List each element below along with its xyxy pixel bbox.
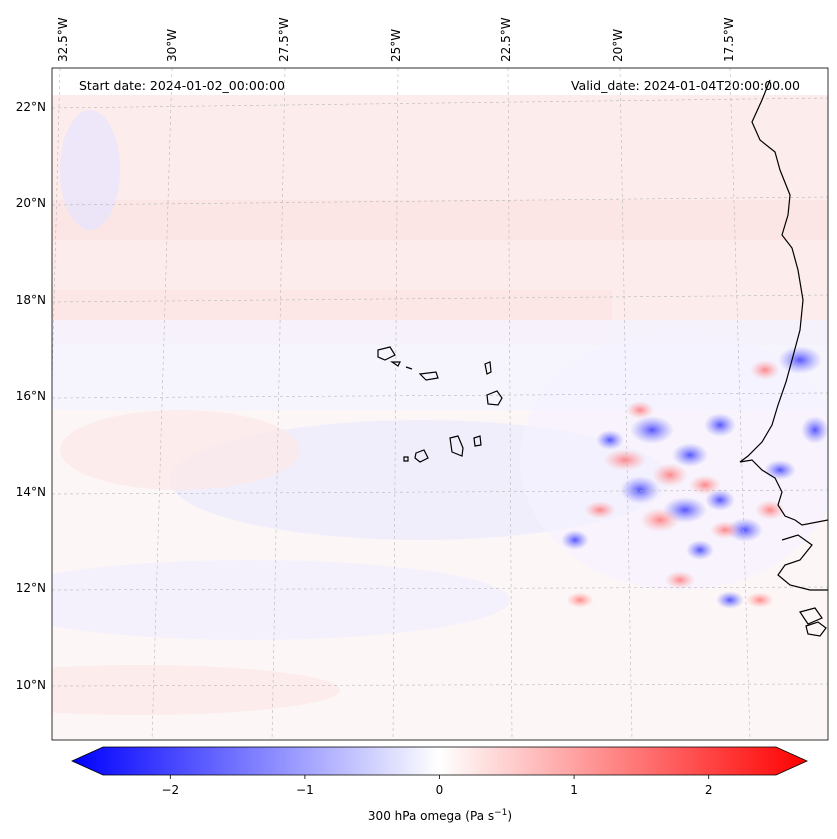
lat-label: 18°N	[16, 293, 46, 307]
lon-label: 17.5°W	[722, 17, 736, 62]
header-strip	[52, 69, 828, 95]
colorbar-tick-label: −1	[296, 783, 314, 797]
lat-label: 20°N	[16, 196, 46, 210]
colorbar-tick-label: 0	[436, 783, 444, 797]
lat-label: 10°N	[16, 678, 46, 692]
colorbar-bar	[71, 746, 808, 776]
colorbar: −2 −1 0 1 2 300 hPa omega (Pa s−1)	[71, 746, 808, 823]
colorbar-tick-label: 2	[705, 783, 713, 797]
cabo-verde-islands	[377, 346, 396, 361]
longitude-labels: 32.5°W 30°W 27.5°W 25°W 22.5°W 20°W 17.5…	[56, 17, 736, 62]
colorbar-tick-label: −2	[161, 783, 179, 797]
lon-label: 25°W	[389, 29, 403, 62]
africa-coastline	[739, 79, 828, 526]
colorbar-title: 300 hPa omega (Pa s−1)	[368, 808, 512, 823]
lat-label: 22°N	[16, 100, 46, 114]
lat-label: 16°N	[16, 389, 46, 403]
lat-label: 14°N	[16, 485, 46, 499]
map-panel: Start date: 2024-01-02_00:00:00 Valid_da…	[16, 17, 829, 741]
map-frame	[51, 67, 829, 741]
omega-field	[52, 95, 828, 715]
start-date-label: Start date: 2024-01-02_00:00:00	[79, 78, 285, 93]
lat-label: 12°N	[16, 581, 46, 595]
colorbar-ticks: −2 −1 0 1 2	[161, 775, 713, 797]
graticule	[52, 68, 828, 740]
latitude-labels: 22°N 20°N 18°N 16°N 14°N 12°N 10°N	[16, 100, 46, 692]
lon-label: 30°W	[165, 29, 179, 62]
lon-label: 22.5°W	[499, 17, 513, 62]
lon-label: 20°W	[611, 29, 625, 62]
convective-region	[520, 330, 828, 609]
coastlines	[377, 79, 828, 637]
lon-label: 32.5°W	[56, 17, 70, 62]
colorbar-tick-label: 1	[570, 783, 578, 797]
valid-date-label: Valid_date: 2024-01-04T20:00:00.00	[571, 78, 800, 93]
lon-label: 27.5°W	[277, 17, 291, 62]
